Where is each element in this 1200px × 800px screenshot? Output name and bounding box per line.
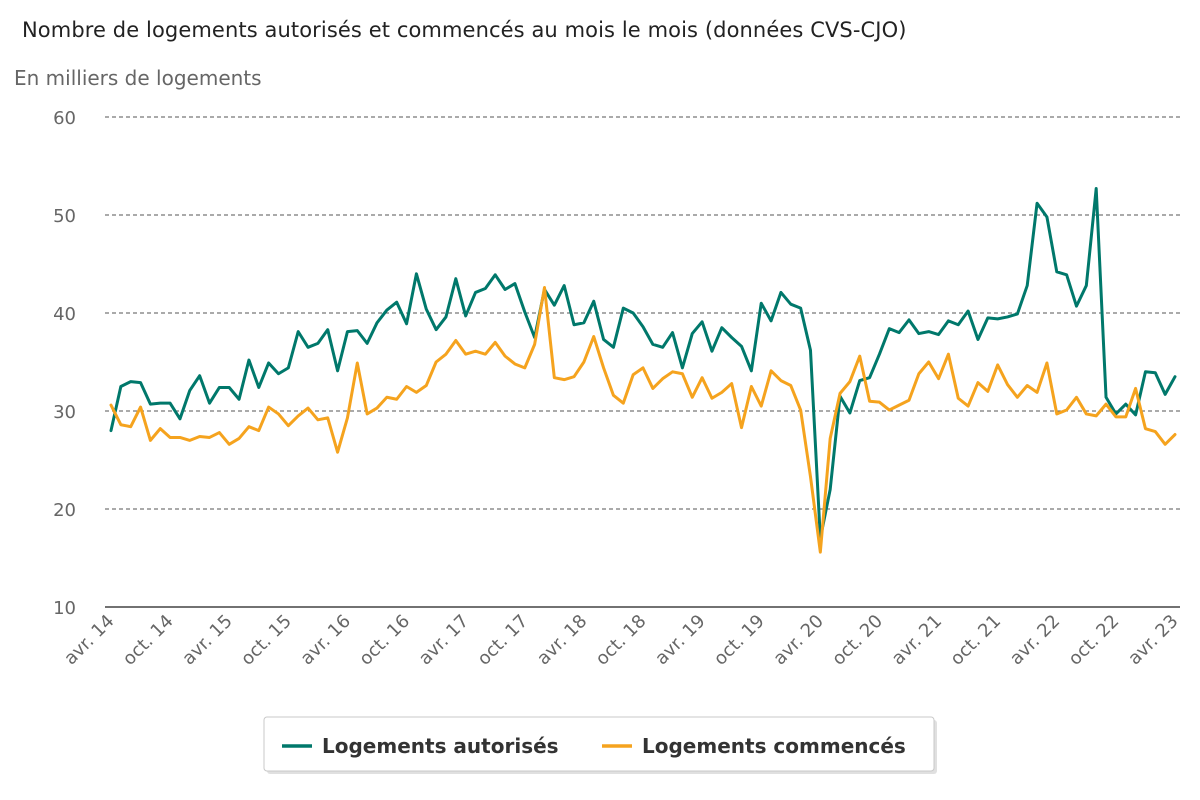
x-tick-label: oct. 19	[710, 611, 769, 670]
legend-item-commences[interactable]: Logements commencés	[642, 734, 906, 758]
x-tick-label: avr. 15	[178, 611, 237, 670]
x-tick-label: avr. 17	[415, 611, 474, 670]
legend: Logements autorisés Logements commencés	[263, 716, 937, 774]
x-tick-label: oct. 18	[592, 611, 651, 670]
x-tick-label: avr. 19	[651, 611, 710, 670]
x-tick-label: oct. 20	[828, 611, 887, 670]
x-tick-label: oct. 17	[473, 611, 532, 670]
x-tick-label: avr. 14	[60, 611, 119, 670]
y-tick-label: 20	[53, 500, 76, 521]
x-tick-label: avr. 16	[296, 611, 355, 670]
x-tick-label: avr. 23	[1124, 611, 1183, 670]
legend-item-autorises[interactable]: Logements autorisés	[322, 734, 559, 758]
x-tick-label: avr. 18	[533, 611, 592, 670]
series-lines	[109, 187, 1177, 554]
x-tick-label: oct. 15	[237, 611, 296, 670]
y-tick-label: 40	[53, 304, 76, 325]
legend-box	[263, 716, 935, 772]
y-axis-ticks: 10 20 30 40 50 60	[53, 108, 76, 619]
x-tick-label: oct. 21	[946, 611, 1005, 670]
y-tick-label: 30	[53, 402, 76, 423]
x-tick-label: avr. 22	[1006, 611, 1065, 670]
x-tick-label: oct. 22	[1065, 611, 1124, 670]
x-axis-ticks: avr. 14 oct. 14 avr. 15 oct. 15 avr. 16 oct. …	[60, 611, 1183, 670]
x-tick-label: avr. 21	[888, 611, 947, 670]
y-tick-label: 10	[53, 598, 76, 619]
grid-lines	[105, 116, 1180, 608]
series-line-commences	[109, 286, 1177, 554]
chart-title: Nombre de logements autorisés et commenc…	[22, 18, 907, 42]
y-tick-label: 60	[53, 108, 76, 129]
series-line-autorises	[109, 187, 1177, 540]
x-tick-label: avr. 20	[769, 611, 828, 670]
y-tick-label: 50	[53, 206, 76, 227]
x-tick-label: oct. 14	[119, 611, 178, 670]
y-axis-label: En milliers de logements	[14, 66, 262, 90]
x-tick-label: oct. 16	[355, 611, 414, 670]
